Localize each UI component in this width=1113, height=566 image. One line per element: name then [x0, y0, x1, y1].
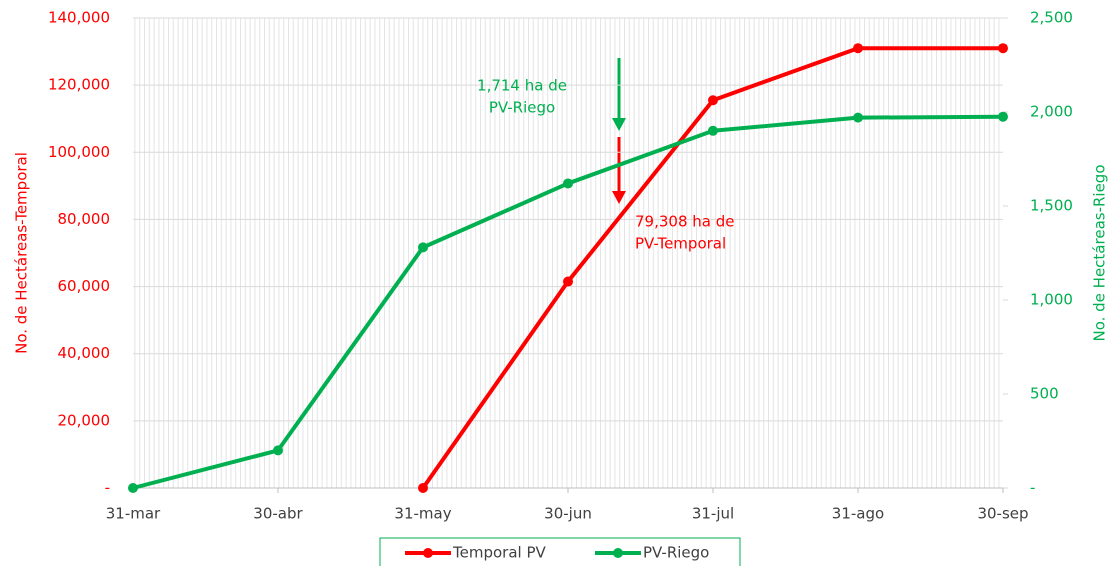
- y2-tick-label: 2,500: [1030, 9, 1073, 27]
- y2-tick-label: 500: [1030, 385, 1059, 403]
- legend-marker: [423, 548, 433, 558]
- data-point: [708, 125, 718, 136]
- legend-label: PV-Riego: [643, 544, 709, 562]
- x-tick-label: 30-jun: [544, 505, 592, 523]
- y2-tick-label: -: [1030, 479, 1035, 497]
- data-point: [273, 445, 283, 456]
- y2-tick-label: 1,000: [1030, 291, 1073, 309]
- data-point: [128, 483, 138, 493]
- annotation: PV-Riego: [489, 99, 555, 117]
- y-tick-label: 120,000: [48, 76, 110, 94]
- x-tick-label: 30-sep: [977, 505, 1028, 523]
- annotation: 79,308 ha de: [635, 213, 734, 231]
- annotation: PV-Temporal: [635, 235, 726, 253]
- annotation-arrow-head: [612, 118, 626, 131]
- y2-tick-label: 2,000: [1030, 103, 1073, 121]
- annotation-arrow-head: [612, 191, 626, 204]
- x-tick-label: 31-jul: [692, 505, 734, 523]
- y-tick-label: -: [105, 479, 110, 497]
- data-point: [418, 242, 428, 253]
- x-tick-label: 31-may: [394, 505, 451, 523]
- data-point: [563, 276, 573, 287]
- x-tick-label: 31-ago: [832, 505, 884, 523]
- y-tick-label: 40,000: [58, 344, 111, 362]
- y-tick-label: 60,000: [58, 277, 111, 295]
- legend-label: Temporal PV: [452, 544, 546, 562]
- legend-marker: [613, 548, 623, 558]
- y-tick-label: 140,000: [48, 9, 110, 27]
- x-tick-label: 30-abr: [253, 505, 303, 523]
- data-point: [708, 95, 718, 106]
- y-tick-label: 100,000: [48, 143, 110, 161]
- y-tick-label: 80,000: [58, 210, 111, 228]
- data-point: [853, 112, 863, 123]
- y2-tick-label: 1,500: [1030, 197, 1073, 215]
- minor-grid: [133, 18, 1003, 488]
- data-point: [998, 111, 1008, 122]
- annotation: 1,714 ha de: [477, 77, 567, 95]
- y-axis-title: No. de Hectáreas-Temporal: [13, 152, 31, 354]
- data-point: [998, 43, 1008, 54]
- data-point: [853, 43, 863, 54]
- data-point: [563, 178, 573, 189]
- y2-axis-title: No. de Hectáreas-Riego: [1091, 164, 1109, 341]
- x-tick-label: 31-mar: [106, 505, 161, 523]
- y-tick-label: 20,000: [58, 411, 111, 429]
- data-point: [418, 483, 428, 493]
